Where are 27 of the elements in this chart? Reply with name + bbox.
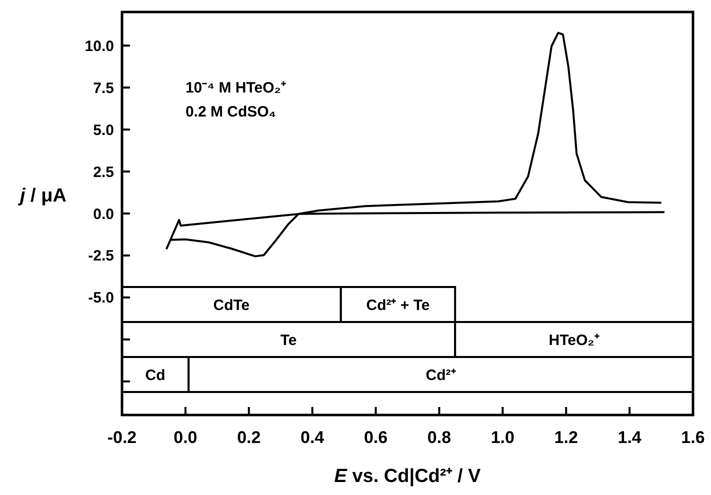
y-tick-label: 10.0 [84, 38, 114, 55]
x-tick-label: 1.0 [490, 428, 514, 447]
x-tick-label: 1.6 [681, 428, 705, 447]
band-label: CdTe [213, 296, 250, 314]
x-tick-label: 0.8 [427, 428, 452, 447]
y-tick-label: -2.5 [88, 248, 114, 265]
y-tick-label: 5.0 [93, 122, 114, 139]
x-tick-label: 1.4 [618, 428, 642, 447]
y-tick-label: 0.0 [93, 206, 114, 223]
band-label: HTeO₂⁺ [548, 332, 600, 349]
x-axis-title: E vs. Cd|Cd²⁺ / V [334, 466, 482, 487]
band-label: Cd²⁺ + Te [366, 296, 430, 314]
x-tick-label: 1.2 [554, 428, 578, 447]
y-tick-label: 7.5 [93, 80, 114, 97]
y-axis-title: j / μA [17, 186, 67, 206]
x-tick-label: 0.6 [364, 428, 388, 447]
x-tick-label: 0.4 [300, 428, 325, 447]
y-tick-label: 2.5 [93, 164, 114, 181]
y-tick-label: -5.0 [88, 290, 114, 307]
band-label: Te [280, 332, 297, 349]
x-tick-label: 0.0 [174, 428, 198, 447]
x-tick-label: 0.2 [237, 428, 261, 447]
annotation: 10⁻⁴ M HTeO₂⁺ [185, 80, 286, 97]
annotation: 0.2 M CdSO₄ [185, 104, 276, 121]
x-tick-label: -0.2 [107, 428, 137, 447]
band-label: Cd [145, 366, 166, 384]
band-label: Cd²⁺ [426, 366, 456, 384]
